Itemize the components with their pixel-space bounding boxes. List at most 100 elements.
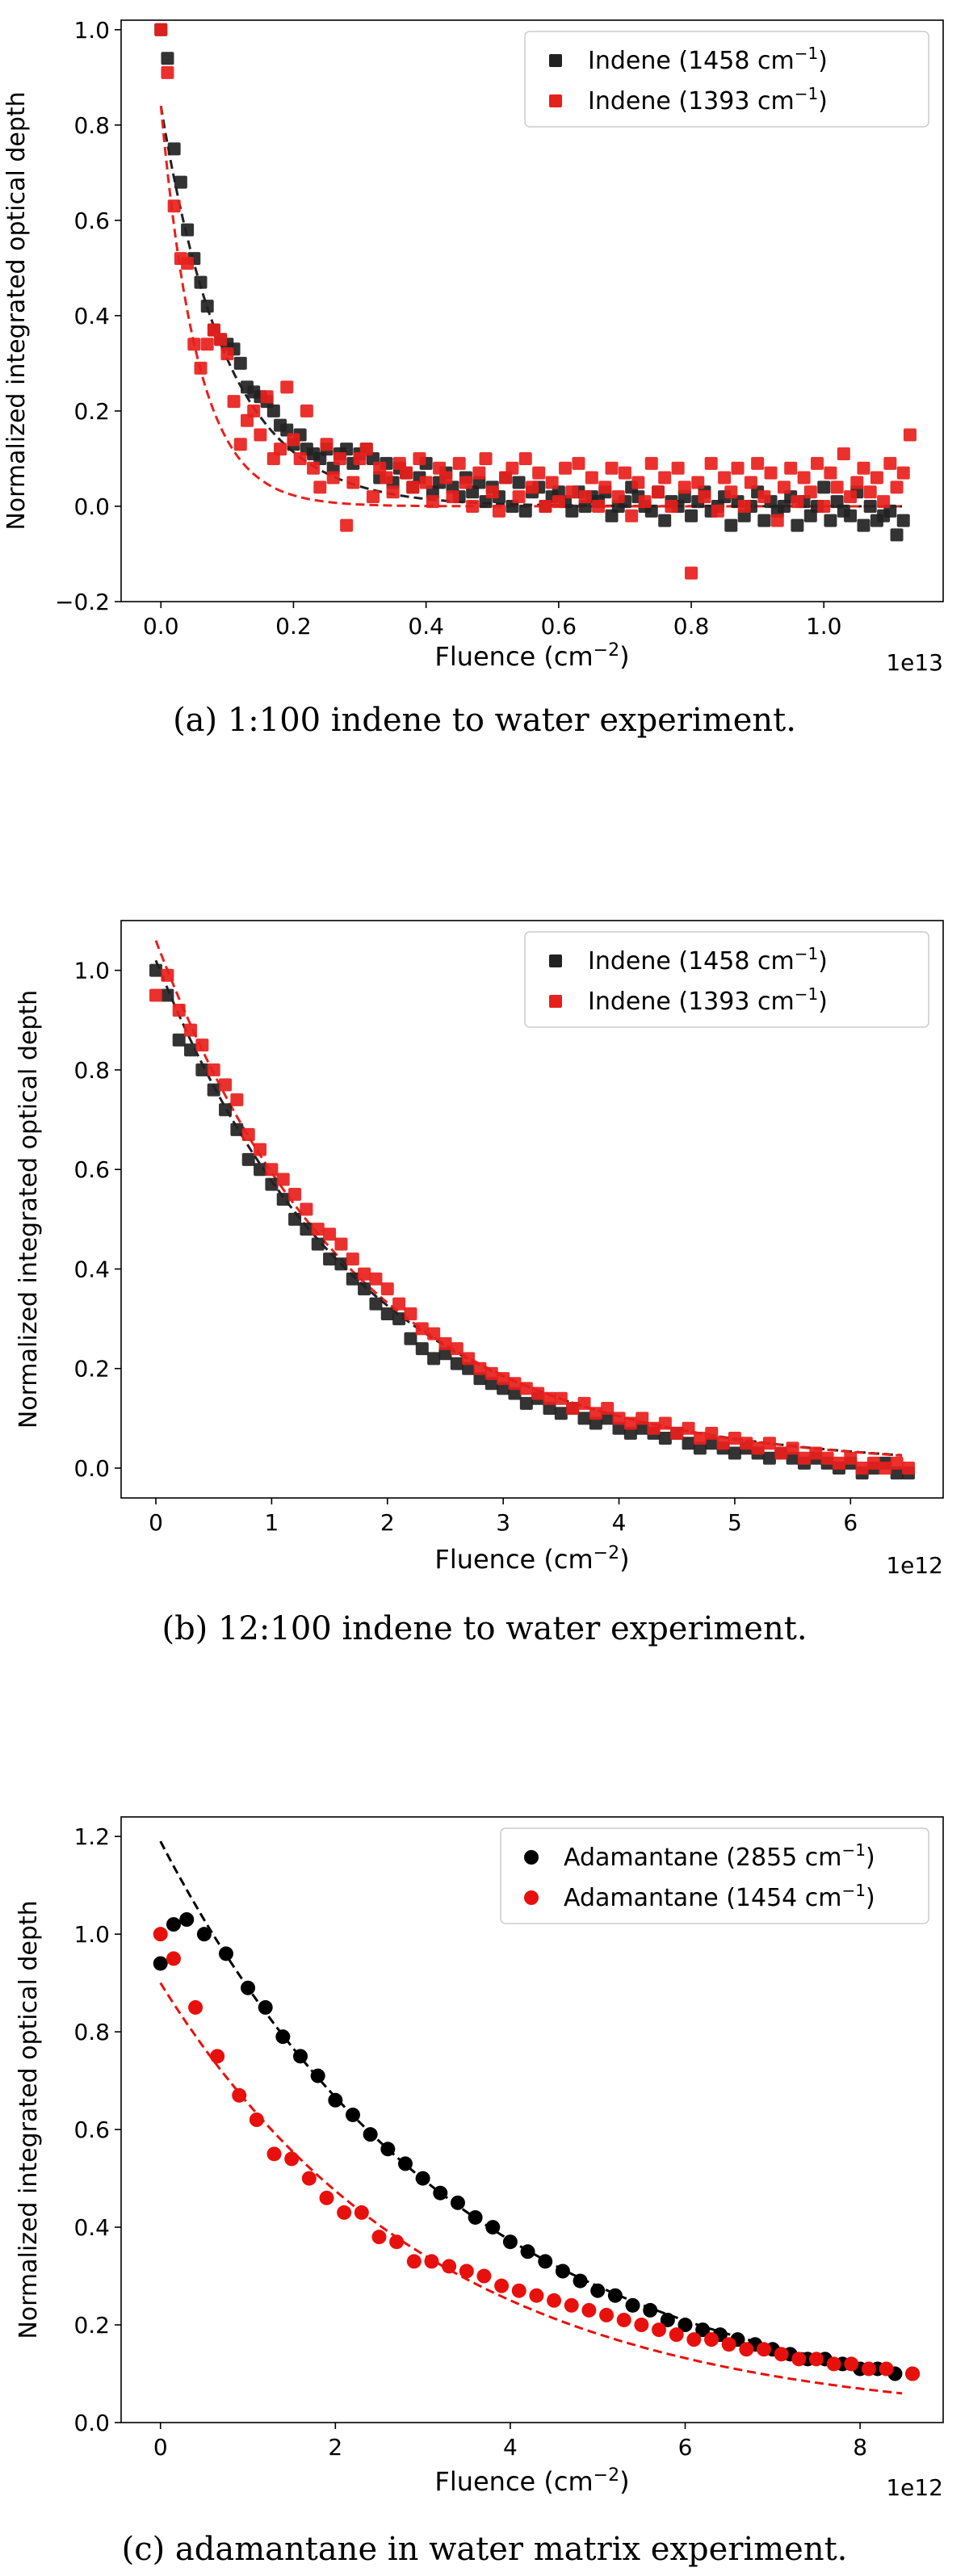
data-point	[890, 1456, 904, 1470]
data-point	[346, 476, 360, 489]
data-point	[572, 456, 585, 470]
data-point	[547, 2293, 562, 2308]
data-point	[612, 1421, 626, 1435]
data-point	[577, 1396, 591, 1410]
fit-curve-series-1	[159, 1982, 903, 2395]
data-point	[233, 356, 247, 370]
data-point	[450, 2195, 465, 2210]
data-point	[358, 1267, 371, 1281]
data-point	[543, 1402, 556, 1416]
legend-marker	[524, 1890, 539, 1905]
data-point	[896, 466, 910, 480]
data-point	[519, 1382, 533, 1395]
data-point	[811, 456, 824, 470]
data-point	[433, 2185, 448, 2201]
data-point	[450, 1357, 464, 1370]
data-point	[896, 514, 910, 527]
data-point	[704, 456, 718, 470]
legend-entry-exponent: −1	[795, 944, 818, 963]
data-point	[844, 509, 858, 522]
data-point	[686, 2332, 702, 2347]
data-point	[497, 1382, 510, 1395]
data-point	[607, 2288, 623, 2303]
x-tick-label: 1	[264, 1509, 279, 1536]
x-tick-label: 3	[496, 1509, 510, 1536]
data-point	[218, 1946, 233, 1961]
data-point	[438, 1347, 452, 1361]
data-point	[644, 456, 658, 470]
data-point	[728, 1432, 741, 1445]
data-point	[526, 480, 539, 494]
data-point	[555, 2263, 570, 2279]
figure-caption: (c) adamantane in water matrix experimen…	[122, 2531, 848, 2568]
data-point	[485, 485, 499, 499]
y-tick-label: 0.6	[73, 1156, 110, 1183]
data-point	[857, 518, 870, 532]
data-point	[371, 2230, 387, 2245]
data-point	[590, 2283, 606, 2298]
data-point	[287, 433, 300, 447]
data-point	[660, 2312, 675, 2327]
data-point	[855, 1462, 869, 1475]
data-point	[581, 2302, 597, 2318]
data-point	[200, 338, 214, 351]
data-point	[227, 395, 241, 409]
data-point	[866, 1456, 880, 1470]
data-point	[369, 1272, 383, 1286]
data-point	[502, 2234, 518, 2250]
data-point	[669, 2327, 684, 2343]
data-point	[625, 509, 639, 522]
data-point	[832, 1456, 845, 1470]
axes-frame	[120, 19, 944, 602]
data-point	[791, 2352, 807, 2367]
data-point	[219, 1103, 233, 1117]
data-point	[685, 509, 698, 522]
data-point	[762, 1451, 776, 1465]
series-1-points	[153, 1927, 921, 2381]
data-point	[184, 1023, 198, 1037]
data-point	[311, 1223, 325, 1236]
data-point	[392, 1297, 406, 1311]
legend-entry-name: Adamantane (1454 cm	[564, 1884, 842, 1912]
x-tick-label: 1.0	[806, 613, 842, 640]
figure-caption: (a) 1:100 indene to water experiment.	[173, 702, 796, 739]
x-axis-label: Fluence (cm−2)	[434, 1543, 629, 1575]
data-point	[705, 1437, 719, 1450]
data-point	[531, 1387, 545, 1400]
data-point	[554, 1391, 568, 1405]
data-point	[166, 1917, 181, 1932]
data-point	[577, 1412, 591, 1425]
data-point	[323, 1227, 337, 1241]
data-point	[249, 2112, 264, 2127]
x-axis-label-exponent: −2	[594, 1543, 619, 1563]
data-point	[187, 338, 201, 351]
x-tick-label: 0	[153, 2434, 168, 2461]
data-point	[172, 1033, 186, 1047]
data-point	[247, 404, 261, 417]
data-point	[691, 476, 705, 489]
x-offset-text: 1e12	[886, 2474, 943, 2501]
data-point	[824, 466, 837, 480]
data-point	[300, 404, 313, 417]
data-point	[850, 476, 864, 489]
legend-entry-close: )	[818, 47, 828, 75]
data-point	[559, 461, 573, 475]
data-point	[589, 1416, 602, 1430]
x-tick-label: 0	[149, 1509, 163, 1536]
data-point	[704, 2332, 719, 2347]
data-point	[879, 2361, 894, 2377]
data-point	[300, 1223, 313, 1236]
x-offset-text: 1e12	[886, 1552, 943, 1579]
data-point	[254, 1143, 267, 1156]
data-point	[518, 451, 532, 465]
data-point	[195, 1063, 209, 1076]
data-point	[740, 1437, 753, 1450]
data-point	[207, 1063, 220, 1076]
data-point	[194, 275, 208, 289]
data-point	[890, 528, 904, 542]
axes-frame	[120, 1816, 944, 2423]
fit-curve-series-0	[159, 105, 903, 508]
x-tick-label: 2	[380, 1509, 395, 1536]
data-point	[774, 2347, 789, 2362]
series-1-points	[149, 968, 915, 1475]
